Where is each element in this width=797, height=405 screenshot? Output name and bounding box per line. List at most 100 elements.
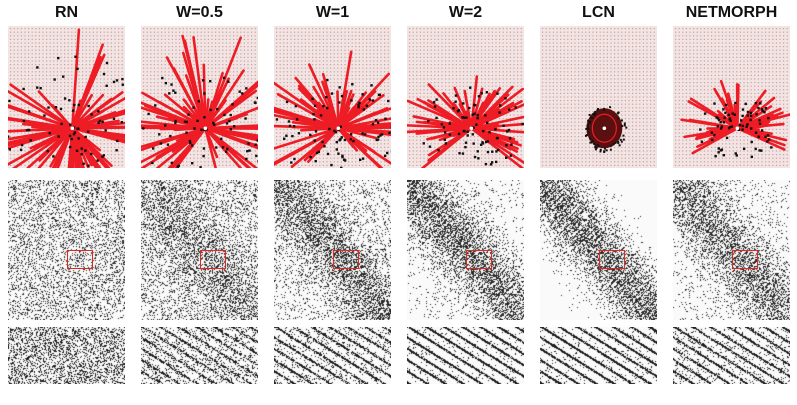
target-node xyxy=(749,114,753,118)
target-node xyxy=(749,111,753,115)
target-node xyxy=(151,147,155,150)
target-node xyxy=(603,147,606,150)
target-node xyxy=(68,99,71,102)
target-node xyxy=(746,123,749,126)
target-node xyxy=(591,140,594,143)
target-node xyxy=(314,159,317,163)
target-node xyxy=(309,155,312,159)
target-node xyxy=(70,137,73,141)
target-node xyxy=(371,123,375,126)
target-node xyxy=(199,166,202,168)
target-node xyxy=(197,100,201,103)
target-node xyxy=(603,107,606,110)
connection-line xyxy=(163,93,207,130)
target-node xyxy=(255,154,258,158)
target-node xyxy=(312,112,315,116)
target-node xyxy=(594,110,597,113)
target-node xyxy=(725,136,729,140)
target-node xyxy=(610,144,613,147)
connection-line xyxy=(204,126,243,168)
zoomed-matrix xyxy=(274,327,391,384)
target-node xyxy=(334,131,338,134)
target-node xyxy=(84,135,87,139)
target-node xyxy=(158,133,161,136)
target-node xyxy=(244,117,247,120)
target-node xyxy=(448,133,452,136)
connection-line xyxy=(719,79,739,130)
target-node xyxy=(326,152,330,156)
target-node xyxy=(68,134,72,138)
target-node xyxy=(494,160,498,164)
connection-line xyxy=(71,126,125,144)
network-grid-panel xyxy=(8,26,125,168)
zoomed-matrix xyxy=(673,327,790,384)
target-node xyxy=(507,128,511,132)
connection-line xyxy=(167,126,207,168)
network-grid-svg xyxy=(141,26,258,168)
target-node xyxy=(36,66,39,69)
target-node xyxy=(760,149,763,152)
target-node xyxy=(758,149,761,152)
target-node xyxy=(98,119,102,123)
target-node xyxy=(220,137,223,141)
target-node xyxy=(293,157,296,161)
target-node xyxy=(337,128,340,132)
target-node xyxy=(376,121,380,124)
target-node xyxy=(468,106,471,110)
network-grid-panel xyxy=(274,26,391,168)
target-node xyxy=(587,126,590,129)
target-node xyxy=(625,126,628,129)
target-node xyxy=(185,131,188,134)
target-node xyxy=(112,117,116,121)
target-node xyxy=(376,138,380,141)
target-node xyxy=(617,140,620,143)
target-node xyxy=(8,99,11,103)
connection-line xyxy=(9,83,74,130)
target-node xyxy=(254,143,257,146)
target-node xyxy=(212,121,215,125)
target-node xyxy=(275,118,279,121)
target-node xyxy=(461,152,465,155)
target-node xyxy=(247,142,250,145)
target-node xyxy=(730,125,734,128)
target-node xyxy=(443,131,447,134)
target-node xyxy=(728,117,732,120)
target-node xyxy=(489,163,493,166)
target-node xyxy=(121,77,124,81)
connection-line xyxy=(470,115,524,130)
target-node xyxy=(733,113,737,116)
target-node xyxy=(720,125,724,128)
network-grid-svg xyxy=(274,26,391,168)
target-node xyxy=(473,103,476,107)
target-node xyxy=(72,132,76,136)
target-node xyxy=(229,113,232,117)
connection-line xyxy=(274,126,340,150)
target-node xyxy=(766,140,769,143)
target-node xyxy=(202,128,206,131)
target-node xyxy=(749,118,752,122)
target-node xyxy=(471,113,474,116)
connection-line xyxy=(11,126,74,168)
target-node xyxy=(609,106,612,109)
connection-line xyxy=(204,126,258,142)
target-node xyxy=(357,103,360,107)
target-node xyxy=(73,103,76,107)
target-node xyxy=(104,129,107,132)
target-node xyxy=(498,104,502,107)
target-node xyxy=(594,148,597,151)
target-node xyxy=(222,76,226,80)
target-node xyxy=(60,122,63,126)
target-node xyxy=(507,108,511,111)
connectivity-matrix-panel xyxy=(274,180,391,320)
target-node xyxy=(291,134,294,138)
target-node xyxy=(432,101,436,104)
target-node xyxy=(357,105,360,109)
target-node xyxy=(248,149,251,152)
zoomed-matrix-panel xyxy=(8,327,125,384)
target-node xyxy=(326,106,329,110)
target-node xyxy=(228,119,231,123)
target-node xyxy=(746,114,749,117)
target-node xyxy=(341,154,344,157)
source-node xyxy=(70,126,75,131)
target-node xyxy=(617,111,620,114)
